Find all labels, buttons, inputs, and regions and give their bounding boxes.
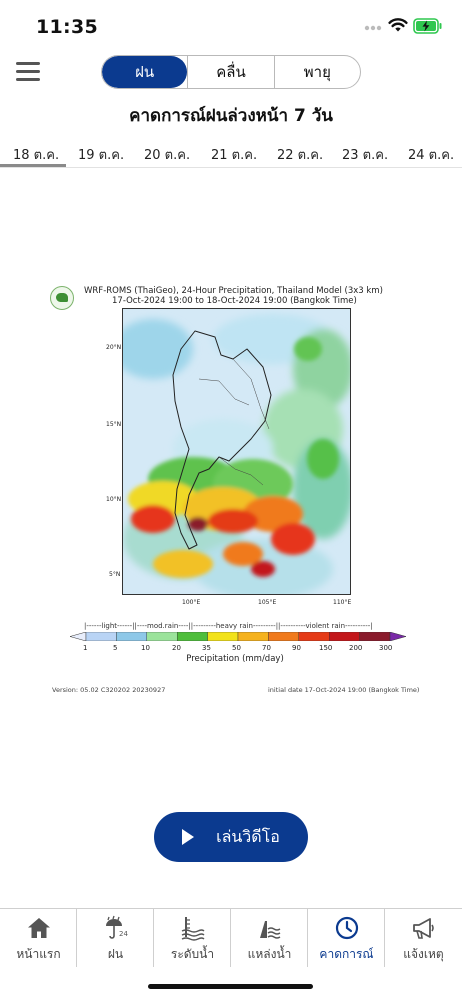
nav-item-rain[interactable]: 24 ฝน xyxy=(77,909,154,967)
colorbar-tick: 300 xyxy=(379,644,393,652)
colorbar-swatch xyxy=(176,632,208,641)
date-tab-3[interactable]: 20 ต.ค. xyxy=(144,148,191,163)
play-video-button[interactable]: เล่นวิดีโอ xyxy=(154,812,308,862)
thailand-outline xyxy=(172,330,272,550)
date-tab-1[interactable]: 18 ต.ค. xyxy=(13,148,60,163)
colorbar-tick: 35 xyxy=(202,644,211,652)
date-tabs-divider xyxy=(0,167,462,168)
clock-icon xyxy=(335,916,359,940)
battery-charging-icon xyxy=(413,18,442,34)
menu-icon[interactable] xyxy=(16,62,40,82)
colorbar-tick: 5 xyxy=(113,644,118,652)
status-time: 11:35 xyxy=(36,16,98,38)
colorbar-arrow-low xyxy=(70,632,87,641)
nav-label: แจ้งเหตุ xyxy=(403,947,444,961)
home-icon xyxy=(28,918,50,938)
colorbar-tick: 20 xyxy=(172,644,181,652)
play-video-label: เล่นวิดีโอ xyxy=(216,826,280,846)
page-title: คาดการณ์ฝนล่วงหน้า 7 วัน xyxy=(129,106,333,126)
lat-label-15: 15°N xyxy=(106,421,122,428)
nav-label: คาดการณ์ xyxy=(319,947,374,961)
nav-item-reservoir[interactable]: แหล่งน้ำ xyxy=(231,909,308,967)
colorbar-swatch xyxy=(298,632,330,641)
tab-rain[interactable]: ฝน xyxy=(102,56,188,88)
colorbar-tick: 90 xyxy=(292,644,301,652)
colorbar-tick: 10 xyxy=(141,644,150,652)
colorbar-tick: 200 xyxy=(349,644,363,652)
nav-item-water-level[interactable]: ระดับน้ำ xyxy=(154,909,231,967)
date-tab-5[interactable]: 22 ต.ค. xyxy=(277,148,324,163)
colorbar-swatch xyxy=(359,632,391,641)
signal-dots-icon xyxy=(364,25,382,31)
colorbar-tick: 70 xyxy=(262,644,271,652)
date-tab-7[interactable]: 24 ต.ค. xyxy=(408,148,455,163)
nav-label: แหล่งน้ำ xyxy=(247,947,292,961)
precipitation-map-figure: WRF-ROMS (ThaiGeo), 24-Hour Precipitatio… xyxy=(46,282,424,700)
svg-text:24: 24 xyxy=(119,930,128,938)
precipitation-colorbar xyxy=(70,632,406,641)
selected-date-indicator xyxy=(0,164,66,168)
colorbar-swatch xyxy=(329,632,360,641)
colorbar-tick: 50 xyxy=(232,644,241,652)
home-indicator xyxy=(148,984,313,989)
tab-waves[interactable]: คลื่น xyxy=(187,56,273,88)
thaigeo-logo-icon xyxy=(50,286,74,310)
status-bar: 11:35 xyxy=(0,0,462,52)
lat-label-20: 20°N xyxy=(106,344,122,351)
figure-title: WRF-ROMS (ThaiGeo), 24-Hour Precipitatio… xyxy=(84,286,383,296)
lon-label-110: 110°E xyxy=(333,599,352,606)
nav-item-report[interactable]: แจ้งเหตุ xyxy=(385,909,462,967)
date-tab-4[interactable]: 21 ต.ค. xyxy=(211,148,258,163)
nav-label: ฝน xyxy=(107,947,124,961)
colorbar-swatch xyxy=(85,632,117,641)
model-version-text: Version: 05.02 C320202 20230927 xyxy=(52,686,166,694)
initial-date-text: initial date 17-Oct-2024 19:00 (Bangkok … xyxy=(268,686,420,694)
date-tabs: 18 ต.ค. 19 ต.ค. 20 ต.ค. 21 ต.ค. 22 ต.ค. … xyxy=(0,140,462,170)
rain-category-legend: |------light------||----mod.rain----||--… xyxy=(84,622,373,630)
nav-item-forecast[interactable]: คาดการณ์ xyxy=(308,909,385,967)
lon-label-100: 100°E xyxy=(182,599,201,606)
colorbar-swatch xyxy=(116,632,148,641)
precipitation-unit-label: Precipitation (mm/day) xyxy=(186,654,284,664)
colorbar-swatch xyxy=(268,632,299,641)
precipitation-map xyxy=(122,308,351,595)
colorbar-tick: 150 xyxy=(319,644,333,652)
water-level-icon xyxy=(181,917,205,941)
reservoir-icon xyxy=(260,921,281,939)
figure-subtitle: 17-Oct-2024 19:00 to 18-Oct-2024 19:00 (… xyxy=(112,296,357,306)
play-icon xyxy=(182,829,195,845)
lat-label-5: 5°N xyxy=(109,571,121,578)
tab-storm[interactable]: พายุ xyxy=(273,56,360,88)
colorbar-arrow-high xyxy=(389,632,406,641)
colorbar-swatch xyxy=(146,632,178,641)
lon-label-105: 105°E xyxy=(258,599,277,606)
colorbar-swatch xyxy=(207,632,239,641)
wifi-icon xyxy=(388,18,408,32)
precipitation-map-image xyxy=(123,309,350,594)
colorbar-tick: 1 xyxy=(83,644,88,652)
date-tab-2[interactable]: 19 ต.ค. xyxy=(78,148,125,163)
date-tab-6[interactable]: 23 ต.ค. xyxy=(342,148,389,163)
bottom-navigation: หน้าแรก 24 ฝน ระดับน้ำ xyxy=(0,908,462,967)
lat-label-10: 10°N xyxy=(106,496,122,503)
nav-label: ระดับน้ำ xyxy=(170,947,215,961)
rain-24-icon: 24 xyxy=(106,915,128,939)
nav-item-home[interactable]: หน้าแรก xyxy=(0,909,77,967)
megaphone-icon xyxy=(413,918,434,939)
forecast-type-tabs: ฝน คลื่น พายุ xyxy=(101,55,361,89)
nav-label: หน้าแรก xyxy=(16,947,61,961)
colorbar-swatch xyxy=(237,632,269,641)
